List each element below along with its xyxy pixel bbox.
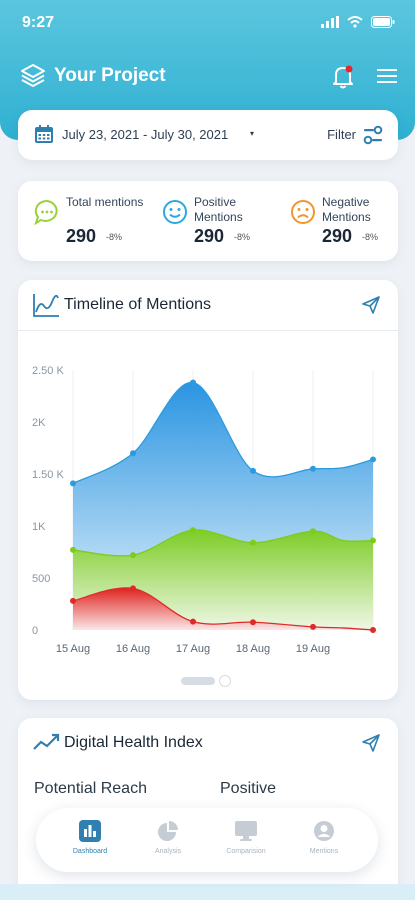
- data-point: [130, 585, 136, 592]
- menu-icon[interactable]: [377, 68, 397, 84]
- bottom-navigation: Dashboard Analysis Comparision Ment: [36, 808, 378, 872]
- health-title: Digital Health Index: [64, 734, 203, 751]
- data-point: [130, 450, 136, 457]
- status-bar: 9:27: [22, 14, 395, 36]
- data-point: [250, 467, 256, 474]
- send-icon[interactable]: [362, 734, 380, 752]
- send-icon[interactable]: [362, 296, 380, 314]
- status-time: 9:27: [22, 14, 55, 31]
- trend-icon: [33, 733, 60, 750]
- data-point: [70, 480, 76, 487]
- data-point: [70, 597, 76, 604]
- series-area-2: [73, 587, 373, 630]
- x-tick-label: 15 Aug: [56, 643, 90, 655]
- carousel-pager[interactable]: [181, 675, 231, 687]
- stat-label: Positive Mentions: [194, 195, 243, 224]
- data-point: [250, 539, 256, 546]
- pie-chart-icon: [158, 821, 178, 841]
- health-header: Digital Health Index: [32, 730, 384, 760]
- nav-label: Comparision: [226, 848, 266, 855]
- timeline-header: Timeline of Mentions: [32, 292, 384, 322]
- y-tick-label: 2.50 K: [32, 365, 64, 377]
- date-dropdown-caret[interactable]: ▾: [250, 129, 255, 138]
- stat-value: 290: [66, 226, 97, 246]
- y-tick-label: 1.50 K: [32, 469, 64, 481]
- nav-comparision[interactable]: Comparision: [206, 818, 286, 855]
- stat-change: -8%: [234, 232, 251, 242]
- filter-sliders-icon[interactable]: [362, 124, 384, 146]
- stat-change: -8%: [362, 232, 379, 242]
- signal-icon: [321, 16, 339, 28]
- nav-mentions[interactable]: Mentions: [284, 818, 364, 855]
- y-tick-label: 500: [32, 573, 50, 585]
- y-tick-label: 2K: [32, 417, 46, 429]
- data-point: [190, 379, 196, 386]
- pager-active-dot[interactable]: [181, 677, 215, 685]
- smile-face-icon: [163, 200, 187, 224]
- data-point: [130, 552, 136, 559]
- x-tick-label: 19 Aug: [296, 643, 330, 655]
- date-filter-bar: July 23, 2021 - July 30, 2021 ▾ Filter: [18, 110, 398, 160]
- nav-label: Mentions: [309, 848, 339, 855]
- calendar-icon[interactable]: [34, 124, 54, 144]
- data-point: [370, 627, 376, 633]
- x-tick-label: 17 Aug: [176, 643, 210, 655]
- dashboard-icon: [79, 820, 101, 842]
- wifi-icon: [347, 16, 363, 28]
- nav-analysis[interactable]: Analysis: [128, 818, 208, 855]
- mentions-summary-card: Total mentions 290 -8% Positive Mentions…: [18, 181, 398, 261]
- data-point: [310, 465, 316, 472]
- data-point: [190, 527, 196, 534]
- stat-label: Total mentions: [66, 195, 144, 209]
- stat-label: Negative Mentions: [322, 195, 371, 224]
- y-tick-label: 0: [32, 625, 38, 637]
- line-chart-icon: [33, 294, 59, 317]
- filter-button-label[interactable]: Filter: [327, 127, 356, 142]
- data-point: [70, 546, 76, 553]
- monitor-icon: [235, 821, 257, 841]
- sad-face-icon: [291, 200, 315, 224]
- layers-icon[interactable]: [20, 62, 46, 88]
- data-point: [370, 456, 376, 463]
- data-point: [250, 619, 256, 626]
- stat-value: 290: [194, 226, 225, 246]
- data-point: [370, 537, 376, 544]
- data-point: [190, 618, 196, 625]
- status-icons: [321, 16, 395, 28]
- y-tick-label: 1K: [32, 521, 46, 533]
- potential-reach-label: Potential Reach: [34, 780, 147, 797]
- timeline-title: Timeline of Mentions: [64, 296, 212, 313]
- bell-icon[interactable]: [331, 64, 355, 90]
- x-tick-label: 18 Aug: [236, 643, 270, 655]
- positive-label: Positive: [220, 780, 277, 797]
- app-title: Your Project: [54, 65, 166, 86]
- bottom-fade: [0, 884, 415, 900]
- stat-change: -8%: [106, 232, 123, 242]
- nav-dashboard[interactable]: Dashboard: [50, 818, 130, 855]
- stat-value: 290: [322, 226, 353, 246]
- header-title-row: Your Project: [20, 62, 397, 92]
- user-icon: [314, 821, 334, 841]
- nav-label: Dashboard: [72, 848, 108, 855]
- x-tick-label: 16 Aug: [116, 643, 150, 655]
- timeline-area-chart: 0 500 1K 1.50 K 2K 2.50 K 15 Aug 16 Aug 17 Aug 1…: [32, 365, 376, 655]
- data-point: [310, 528, 316, 535]
- data-point: [310, 623, 316, 630]
- chat-bubble-icon: [34, 199, 58, 225]
- divider: [18, 330, 398, 331]
- pager-dot[interactable]: [219, 675, 231, 687]
- date-range[interactable]: July 23, 2021 - July 30, 2021: [62, 127, 229, 142]
- timeline-card: Timeline of Mentions 0 500 1K 1.50 K 2K 2.50 …: [18, 280, 398, 700]
- battery-icon: [371, 16, 395, 28]
- nav-label: Analysis: [154, 848, 182, 855]
